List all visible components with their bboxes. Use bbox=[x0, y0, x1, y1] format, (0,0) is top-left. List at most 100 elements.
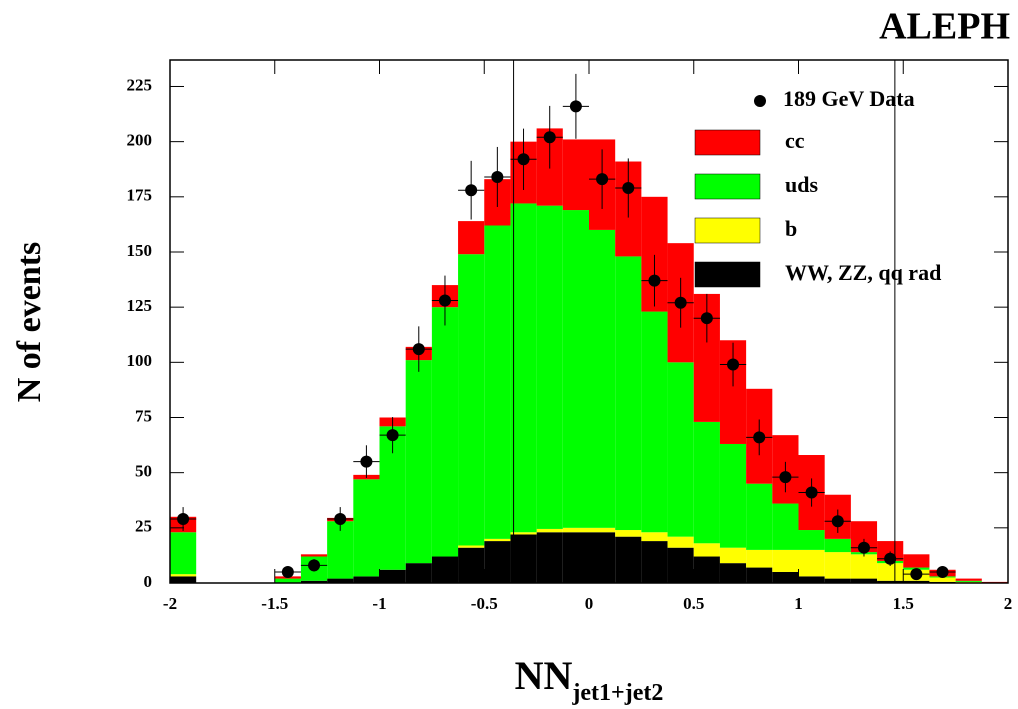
hist-bar bbox=[536, 528, 563, 533]
hist-bar bbox=[746, 567, 773, 583]
hist-bar bbox=[510, 534, 537, 583]
data-point bbox=[386, 429, 399, 442]
hist-bar bbox=[903, 580, 930, 583]
hist-bar bbox=[850, 578, 878, 583]
y-tick-label: 50 bbox=[135, 462, 152, 481]
data-point bbox=[438, 294, 451, 307]
hist-bar bbox=[955, 578, 982, 581]
data-point bbox=[596, 173, 609, 186]
x-tick-label: -1.5 bbox=[261, 594, 288, 613]
data-point bbox=[674, 296, 687, 309]
hist-bar bbox=[300, 554, 328, 557]
hist-bar bbox=[589, 229, 616, 528]
data-point bbox=[727, 358, 740, 371]
hist-bar bbox=[458, 254, 485, 546]
y-tick-label: 150 bbox=[127, 241, 153, 260]
hist-bar bbox=[929, 577, 956, 582]
hist-bar bbox=[877, 563, 904, 581]
hist-bar bbox=[562, 532, 589, 583]
hist-bar bbox=[798, 530, 825, 550]
legend-label: 189 GeV Data bbox=[783, 86, 915, 111]
hist-bar bbox=[405, 563, 432, 583]
hist-bar bbox=[877, 580, 904, 583]
hist-bar bbox=[536, 205, 563, 529]
data-point bbox=[753, 431, 766, 444]
hist-bar bbox=[170, 532, 197, 575]
hist-bar bbox=[458, 221, 485, 255]
data-point bbox=[569, 100, 582, 113]
hist-bar bbox=[589, 527, 616, 533]
hist-bar bbox=[484, 225, 511, 539]
hist-bar bbox=[353, 576, 380, 583]
hist-bar bbox=[719, 563, 747, 583]
hist-bar bbox=[327, 578, 354, 583]
hist-bar bbox=[824, 552, 851, 579]
legend-label: WW, ZZ, qq rad bbox=[785, 260, 941, 285]
hist-bar bbox=[641, 311, 668, 533]
x-tick-label: -0.5 bbox=[471, 594, 498, 613]
x-tick-label: 0 bbox=[585, 594, 594, 613]
hist-bar bbox=[405, 360, 432, 564]
hist-bar bbox=[170, 574, 197, 577]
data-point bbox=[622, 181, 635, 194]
hist-bar bbox=[693, 556, 720, 583]
hist-bar bbox=[667, 547, 694, 583]
data-point bbox=[910, 568, 923, 581]
hist-bar bbox=[484, 541, 511, 583]
hist-bar bbox=[746, 483, 773, 550]
legend-label: uds bbox=[785, 172, 818, 197]
data-point bbox=[465, 184, 478, 197]
hist-bar bbox=[693, 421, 720, 544]
data-point bbox=[936, 565, 949, 578]
y-tick-label: 25 bbox=[135, 517, 152, 536]
data-point bbox=[517, 153, 530, 166]
hist-bar bbox=[431, 556, 459, 583]
data-point bbox=[308, 559, 321, 572]
x-tick-label: 1.5 bbox=[893, 594, 914, 613]
hist-bar bbox=[300, 580, 328, 583]
data-point bbox=[648, 274, 661, 287]
hist-bar bbox=[615, 536, 642, 583]
hist-bar bbox=[484, 538, 511, 542]
hist-bar bbox=[562, 527, 589, 533]
hist-bar bbox=[798, 576, 825, 583]
hist-bar bbox=[562, 210, 589, 528]
x-tick-label: 1 bbox=[794, 594, 803, 613]
hist-bar bbox=[641, 532, 668, 542]
hist-bar bbox=[667, 536, 694, 548]
x-tick-label: -1 bbox=[372, 594, 386, 613]
hist-bar bbox=[615, 530, 642, 537]
legend-swatch bbox=[694, 173, 761, 200]
y-tick-label: 225 bbox=[127, 75, 153, 94]
hist-bar bbox=[274, 578, 301, 583]
data-point bbox=[884, 552, 897, 565]
data-point bbox=[334, 513, 347, 526]
chart-title: ALEPH bbox=[879, 6, 1010, 48]
hist-bar bbox=[824, 538, 851, 553]
y-tick-label: 125 bbox=[127, 296, 153, 315]
hist-bar bbox=[772, 549, 799, 572]
data-point bbox=[491, 170, 504, 183]
x-label-main: NN bbox=[515, 653, 573, 698]
hist-bar bbox=[772, 571, 799, 583]
hist-bar bbox=[641, 541, 668, 583]
legend-swatch bbox=[694, 217, 761, 244]
hist-bar bbox=[719, 443, 747, 548]
data-point bbox=[779, 471, 792, 484]
hist-bar bbox=[589, 532, 616, 583]
y-tick-label: 100 bbox=[127, 351, 153, 370]
hist-bar bbox=[667, 362, 694, 537]
legend-label: cc bbox=[785, 128, 805, 153]
hist-bar bbox=[458, 545, 485, 548]
x-tick-label: 0.5 bbox=[683, 594, 704, 613]
x-axis-label: NNjet1+jet2 bbox=[515, 653, 664, 705]
hist-bar bbox=[510, 532, 537, 535]
hist-bar bbox=[431, 307, 459, 557]
hist-bar bbox=[615, 256, 642, 531]
legend-marker bbox=[754, 95, 766, 107]
hist-bar bbox=[693, 543, 720, 557]
x-tick-label: 2 bbox=[1004, 594, 1013, 613]
data-point bbox=[831, 515, 844, 528]
hist-bar bbox=[353, 479, 380, 577]
hist-bar bbox=[877, 541, 904, 561]
